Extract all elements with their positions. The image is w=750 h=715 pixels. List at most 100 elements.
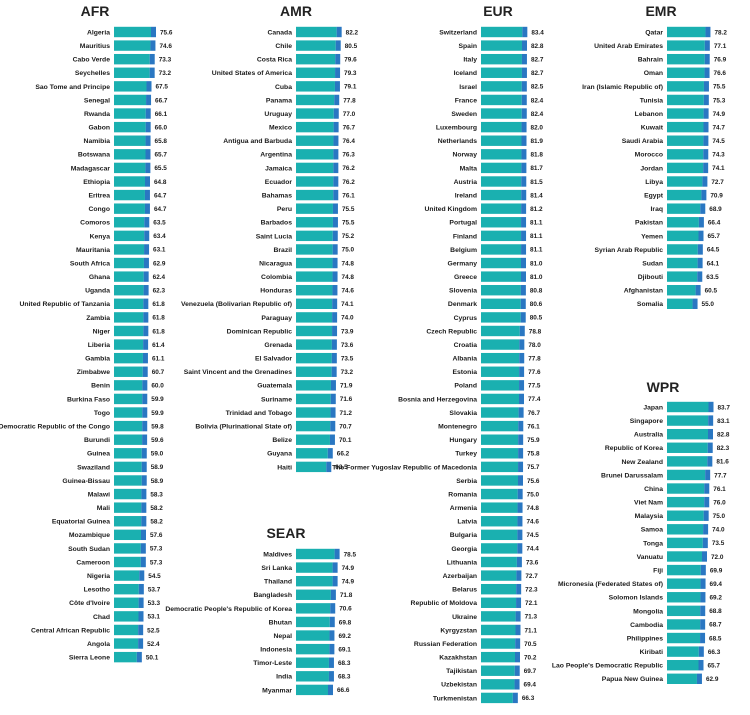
bar xyxy=(667,94,704,106)
value-label: 83.4 xyxy=(531,29,544,36)
bar xyxy=(481,434,519,445)
bar-tip xyxy=(330,420,336,432)
value-label: 74.0 xyxy=(712,527,725,534)
category-label: Paraguay xyxy=(261,315,292,322)
bar-tip xyxy=(704,40,710,51)
value-label: 82.8 xyxy=(717,431,730,438)
value-label: 81.9 xyxy=(531,138,544,145)
category-label: Nicaragua xyxy=(259,260,292,267)
value-label: 61.8 xyxy=(152,315,165,322)
value-label: 58.9 xyxy=(151,478,164,485)
value-label: 66.0 xyxy=(155,124,168,131)
value-label: 58.9 xyxy=(151,464,164,471)
bar xyxy=(114,407,143,418)
value-label: 62.9 xyxy=(153,260,166,267)
value-label: 82.7 xyxy=(531,70,544,77)
bar xyxy=(296,149,334,160)
category-label: Thailand xyxy=(264,579,292,586)
bar xyxy=(667,456,708,467)
category-label: United Kingdom xyxy=(425,206,477,213)
bar-tip xyxy=(141,516,147,527)
category-label: Nigeria xyxy=(87,573,110,580)
bar xyxy=(481,189,522,201)
category-label: Italy xyxy=(463,57,477,64)
bar xyxy=(667,162,704,174)
value-label: 64.8 xyxy=(154,179,167,186)
bar xyxy=(667,244,698,255)
category-label: Micronesia (Federated States of) xyxy=(558,581,663,588)
category-label: Guinea xyxy=(87,451,110,458)
value-label: 74.1 xyxy=(341,301,354,308)
bar xyxy=(667,578,701,589)
value-label: 81.4 xyxy=(530,192,543,199)
category-label: Rwanda xyxy=(84,111,110,118)
value-label: 65.5 xyxy=(154,165,167,172)
category-label: India xyxy=(276,674,292,681)
panel-title: AFR xyxy=(81,3,110,19)
category-label: Serbia xyxy=(456,478,477,485)
value-label: 81.1 xyxy=(530,247,543,254)
bar-tip xyxy=(521,81,527,92)
category-label: Saint Vincent and the Grenadines xyxy=(184,369,292,376)
category-label: Colombia xyxy=(261,274,292,281)
value-label: 50.1 xyxy=(146,654,159,661)
bar-tip xyxy=(520,285,526,296)
value-label: 61.8 xyxy=(152,301,165,308)
value-label: 77.6 xyxy=(528,369,541,376)
bar xyxy=(667,483,705,494)
panel-title: EMR xyxy=(645,3,676,19)
value-label: 72.7 xyxy=(711,179,724,186)
bar xyxy=(296,548,335,560)
value-label: 58.2 xyxy=(150,505,163,512)
value-label: 74.5 xyxy=(712,138,725,145)
value-label: 59.6 xyxy=(151,437,164,444)
bar-tip xyxy=(138,597,144,608)
category-label: Switzerland xyxy=(439,29,477,36)
bar-tip xyxy=(700,605,706,617)
bar-tip xyxy=(145,149,151,160)
bar-tip xyxy=(702,176,708,187)
bar xyxy=(296,189,334,201)
category-label: Republic of Moldova xyxy=(411,600,478,607)
bar xyxy=(114,583,139,595)
category-label: Bolivia (Plurinational State of) xyxy=(195,424,292,431)
bar-tip xyxy=(333,149,339,160)
category-label: Senegal xyxy=(84,97,110,104)
value-label: 68.7 xyxy=(709,622,722,629)
value-label: 75.2 xyxy=(342,233,355,240)
value-label: 63.5 xyxy=(706,274,719,281)
category-label: Slovenia xyxy=(449,288,477,295)
bar-tip xyxy=(518,448,524,459)
value-label: 63.5 xyxy=(153,220,166,227)
bar xyxy=(296,684,328,696)
value-label: 81.0 xyxy=(530,260,543,267)
bar-tip xyxy=(332,285,338,296)
bar-tip xyxy=(143,298,149,309)
value-label: 73.2 xyxy=(341,369,354,376)
bar xyxy=(296,630,330,641)
category-label: Democratic People's Republic of Korea xyxy=(165,606,292,613)
category-label: Tajikistan xyxy=(446,668,477,675)
bar-tip xyxy=(333,121,339,133)
bar-tip xyxy=(708,401,714,413)
value-label: 78.5 xyxy=(344,551,357,558)
bar xyxy=(667,660,699,671)
category-label: Cabo Verde xyxy=(73,57,111,64)
category-label: Japan xyxy=(643,404,663,411)
bar-tip xyxy=(329,643,335,655)
bar-tip xyxy=(695,285,701,296)
value-label: 65.7 xyxy=(708,663,721,670)
bar xyxy=(114,271,144,282)
bar-tip xyxy=(703,121,709,133)
bar xyxy=(114,325,144,337)
category-label: Uzbekistan xyxy=(441,682,477,689)
bar-tip xyxy=(698,217,704,228)
bar xyxy=(114,298,144,309)
bar-tip xyxy=(141,488,147,500)
value-label: 66.6 xyxy=(337,687,350,694)
bar-tip xyxy=(136,651,142,663)
value-label: 74.0 xyxy=(341,315,354,322)
bar xyxy=(114,380,143,391)
bar xyxy=(667,442,708,453)
category-label: Germany xyxy=(448,260,478,267)
